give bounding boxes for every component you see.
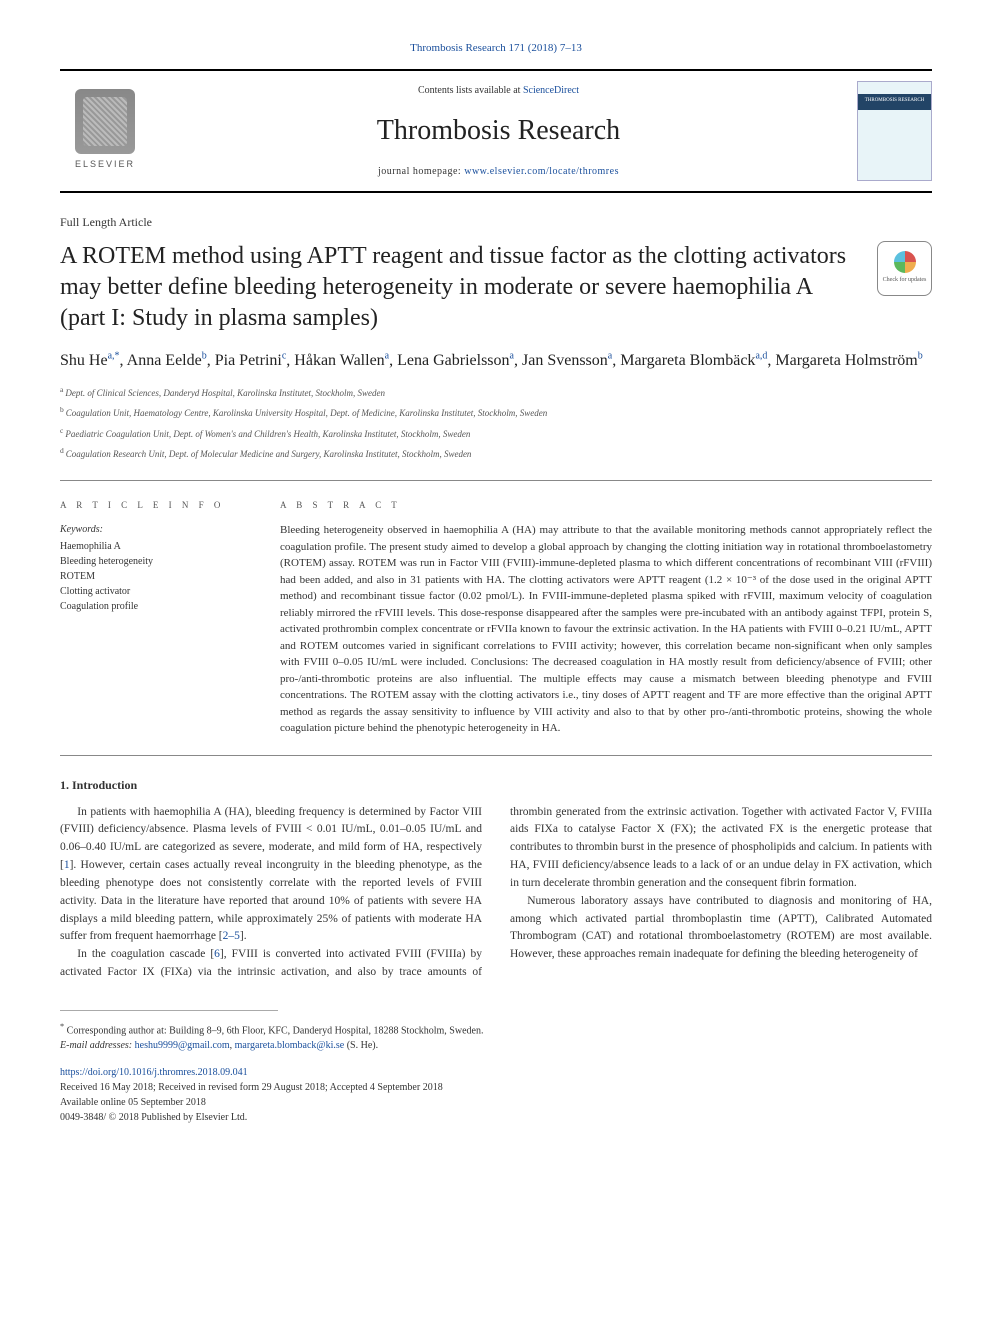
sciencedirect-link[interactable]: ScienceDirect: [523, 85, 579, 96]
author: Anna Eelde: [127, 352, 202, 369]
email-link-2[interactable]: margareta.blomback@ki.se: [235, 1040, 345, 1051]
intro-text: Numerous laboratory assays have contribu…: [510, 893, 932, 964]
email-label: E-mail addresses:: [60, 1040, 135, 1051]
author-list: Shu Hea,*, Anna Eeldeb, Pia Petrinic, Hå…: [60, 348, 932, 374]
article-type: Full Length Article: [60, 213, 932, 231]
journal-cover-thumbnail: THROMBOSIS RESEARCH: [857, 81, 932, 181]
online-date: Available online 05 September 2018: [60, 1097, 206, 1108]
section-divider: [60, 480, 932, 481]
header-center: Contents lists available at ScienceDirec…: [150, 83, 847, 179]
author: Håkan Wallen: [294, 352, 384, 369]
author: Pia Petrini: [215, 352, 282, 369]
author: Margareta Holmström: [775, 352, 917, 369]
intro-text: ].: [240, 930, 247, 942]
author: Lena Gabrielsson: [397, 352, 509, 369]
affiliation: cPaediatric Coagulation Unit, Dept. of W…: [60, 425, 932, 442]
homepage-link[interactable]: www.elsevier.com/locate/thromres: [464, 166, 619, 177]
copyright-line: 0049-3848/ © 2018 Published by Elsevier …: [60, 1112, 247, 1123]
author: Jan Svensson: [522, 352, 608, 369]
email-suffix: (S. He).: [344, 1040, 378, 1051]
doi-link[interactable]: https://doi.org/10.1016/j.thromres.2018.…: [60, 1067, 248, 1078]
affiliation: aDept. of Clinical Sciences, Danderyd Ho…: [60, 384, 932, 401]
intro-text: In the coagulation cascade [: [77, 948, 214, 960]
intro-text: ]. However, certain cases actually revea…: [60, 859, 482, 942]
keyword: Clotting activator: [60, 584, 250, 599]
elsevier-label: ELSEVIER: [75, 158, 135, 172]
corresponding-text: Corresponding author at: Building 8–9, 6…: [64, 1025, 483, 1036]
elsevier-logo: ELSEVIER: [60, 81, 150, 181]
article-title: A ROTEM method using APTT reagent and ti…: [60, 241, 857, 335]
ref-link-2-5[interactable]: 2–5: [223, 930, 240, 942]
abstract-column: A B S T R A C T Bleeding heterogeneity o…: [280, 499, 932, 737]
abstract-text: Bleeding heterogeneity observed in haemo…: [280, 522, 932, 737]
footnote-divider: [60, 1010, 278, 1011]
email-link-1[interactable]: heshu9999@gmail.com: [135, 1040, 230, 1051]
keyword: Coagulation profile: [60, 599, 250, 614]
keywords-label: Keywords:: [60, 522, 250, 537]
section-divider: [60, 755, 932, 756]
journal-name: Thrombosis Research: [150, 110, 847, 152]
contents-prefix: Contents lists available at: [418, 85, 523, 96]
affiliation: bCoagulation Unit, Haematology Centre, K…: [60, 404, 932, 421]
keyword: ROTEM: [60, 569, 250, 584]
author: Shu He: [60, 352, 108, 369]
affiliation: dCoagulation Research Unit, Dept. of Mol…: [60, 445, 932, 462]
article-history: Received 16 May 2018; Received in revise…: [60, 1082, 443, 1093]
abstract-heading: A B S T R A C T: [280, 499, 932, 513]
contents-available-line: Contents lists available at ScienceDirec…: [150, 83, 847, 98]
homepage-line: journal homepage: www.elsevier.com/locat…: [150, 164, 847, 179]
article-info-heading: A R T I C L E I N F O: [60, 499, 250, 513]
keyword: Haemophilia A: [60, 539, 250, 554]
journal-citation: Thrombosis Research 171 (2018) 7–13: [60, 40, 932, 57]
keyword: Bleeding heterogeneity: [60, 554, 250, 569]
introduction-heading: 1. Introduction: [60, 776, 932, 794]
crossmark-icon: [894, 251, 916, 273]
elsevier-tree-icon: [75, 89, 135, 154]
homepage-prefix: journal homepage:: [378, 166, 464, 177]
article-footer: https://doi.org/10.1016/j.thromres.2018.…: [60, 1065, 932, 1125]
journal-header: ELSEVIER Contents lists available at Sci…: [60, 69, 932, 193]
check-updates-label: Check for updates: [883, 276, 927, 285]
check-for-updates-badge[interactable]: Check for updates: [877, 241, 932, 296]
author: Margareta Blombäck: [620, 352, 755, 369]
journal-cover-title: THROMBOSIS RESEARCH: [858, 94, 931, 110]
article-info-column: A R T I C L E I N F O Keywords: Haemophi…: [60, 499, 250, 737]
body-text-columns: In patients with haemophilia A (HA), ble…: [60, 804, 932, 982]
corresponding-author-note: * Corresponding author at: Building 8–9,…: [60, 1021, 932, 1053]
